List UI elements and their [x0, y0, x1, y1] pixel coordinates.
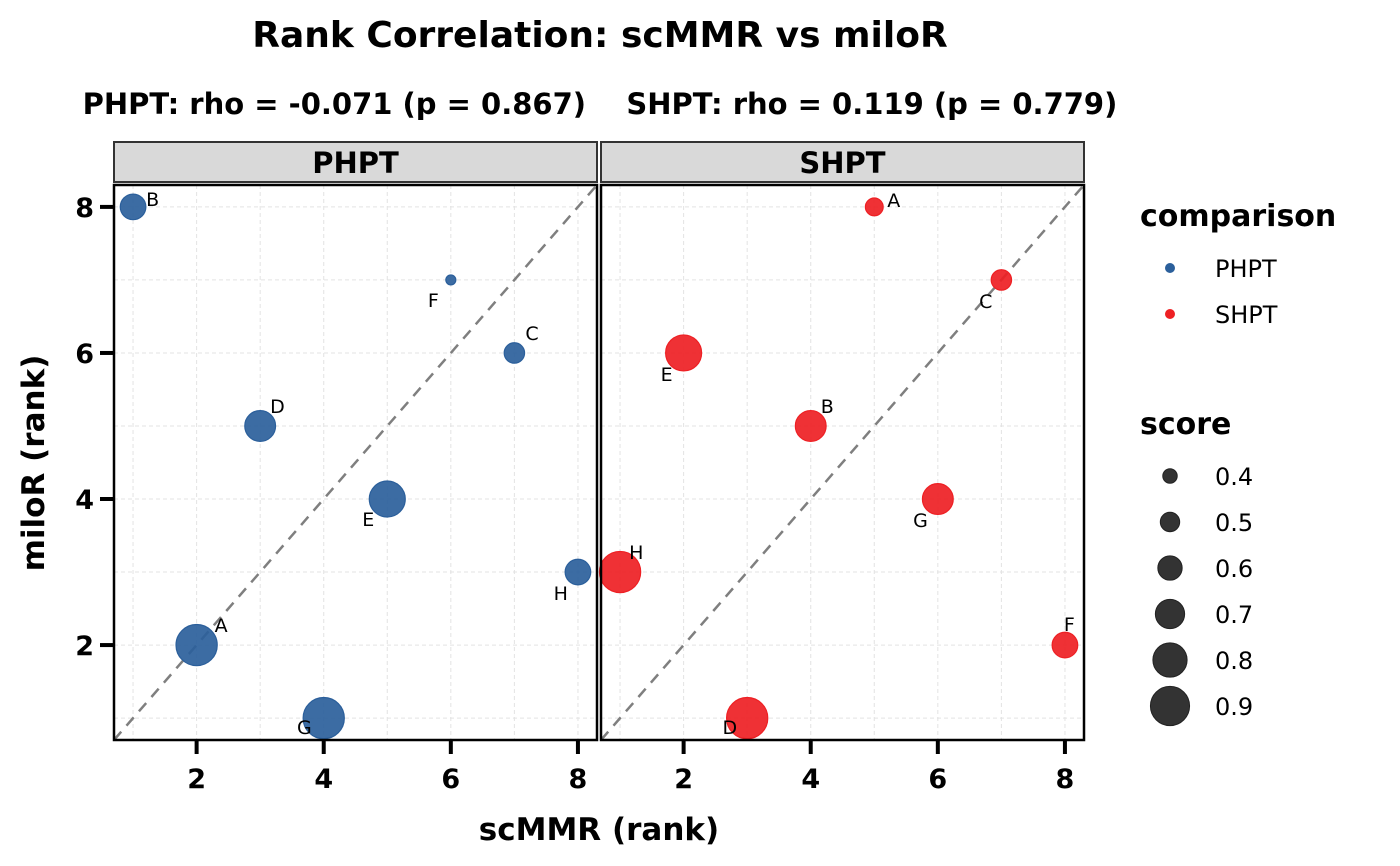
- data-point-a: [175, 623, 218, 667]
- legend-size-entries: 0.4 0.5 0.6 0.7 0.8 0.9: [1149, 463, 1253, 727]
- data-point-a: [864, 197, 884, 217]
- legend-size-label: 0.9: [1215, 693, 1253, 721]
- data-point-f: [1051, 631, 1079, 659]
- chart-title: Rank Correlation: scMMR vs miloR: [252, 15, 947, 56]
- data-point-label: E: [362, 509, 374, 531]
- data-point-g: [302, 696, 345, 740]
- legend-size-key: [1162, 468, 1178, 484]
- legend-color-key-phpt: [1165, 263, 1175, 273]
- legend-size-label: 0.6: [1215, 555, 1253, 583]
- legend-color-label: SHPT: [1215, 301, 1278, 329]
- data-point-label: B: [146, 189, 159, 211]
- data-point-g: [921, 483, 954, 516]
- x-tick-label: 4: [314, 764, 333, 795]
- data-point-label: G: [297, 717, 312, 739]
- data-point-label: C: [525, 323, 538, 345]
- data-point-label: H: [629, 542, 643, 564]
- data-point-label: G: [913, 510, 928, 532]
- legend-size-key: [1159, 511, 1181, 533]
- panel-border: [112, 183, 599, 742]
- data-point-b: [794, 409, 827, 442]
- data-point-label: F: [428, 290, 439, 312]
- panel-phpt: PHPT A B C D E F G H 2 4 6 8 2 4 6 8: [75, 141, 599, 795]
- data-point-label: A: [215, 615, 228, 637]
- legend-color-title: comparison: [1140, 199, 1336, 234]
- chart-subtitle: PHPT: rho = -0.071 (p = 0.867) SHPT: rho…: [83, 87, 1118, 121]
- data-point-f: [445, 274, 457, 286]
- data-point-label: D: [723, 717, 738, 739]
- data-point-label: A: [887, 190, 900, 212]
- data-point-e: [665, 334, 703, 372]
- data-point-label: B: [821, 396, 834, 418]
- x-tick-label: 2: [674, 764, 693, 795]
- legend-size-title: score: [1140, 407, 1231, 442]
- legend-size-label: 0.7: [1215, 601, 1253, 629]
- panel-strip-label: SHPT: [799, 146, 885, 180]
- data-point-label: F: [1064, 614, 1075, 636]
- data-point-label: E: [661, 364, 673, 386]
- x-tick-label: 4: [801, 764, 820, 795]
- legend-color-label: PHPT: [1215, 255, 1277, 283]
- panel-strip-label: PHPT: [312, 146, 399, 180]
- data-point-d: [725, 696, 769, 740]
- legend-size-key: [1154, 598, 1186, 630]
- data-point-h: [564, 558, 592, 586]
- panel-strip: [113, 141, 598, 183]
- data-point-label: C: [979, 291, 992, 313]
- x-axis-title: scMMR (rank): [479, 812, 719, 848]
- y-tick-label: 2: [75, 631, 94, 662]
- x-tick-label: 6: [441, 764, 460, 795]
- data-point-b: [119, 193, 147, 221]
- legend-color-key-shpt: [1165, 309, 1175, 319]
- y-tick-label: 4: [75, 485, 94, 516]
- legend-size-key: [1157, 555, 1183, 581]
- legend-size-label: 0.5: [1215, 509, 1253, 537]
- legend-size-label: 0.8: [1215, 647, 1253, 675]
- panel-strip: [600, 141, 1085, 183]
- y-tick-label: 8: [75, 193, 94, 224]
- y-tick-label: 6: [75, 339, 94, 370]
- data-point-h: [598, 550, 642, 594]
- data-point-label: D: [270, 396, 285, 418]
- y-axis-title: miloR (rank): [16, 355, 52, 572]
- data-point-e: [368, 480, 406, 518]
- data-point-d: [244, 409, 277, 442]
- panel-border: [599, 183, 1086, 742]
- legend-size-key: [1149, 685, 1191, 727]
- legend-size-key: [1152, 642, 1188, 678]
- data-point-c: [503, 342, 526, 364]
- x-tick-label: 2: [187, 764, 206, 795]
- data-point-c: [990, 269, 1013, 291]
- x-tick-label: 8: [1056, 764, 1075, 795]
- data-point-label: H: [554, 583, 568, 605]
- x-tick-label: 6: [928, 764, 947, 795]
- legend-size-label: 0.4: [1215, 463, 1253, 491]
- legend-color-entries: PHPT SHPT: [1165, 255, 1278, 329]
- x-tick-label: 8: [569, 764, 588, 795]
